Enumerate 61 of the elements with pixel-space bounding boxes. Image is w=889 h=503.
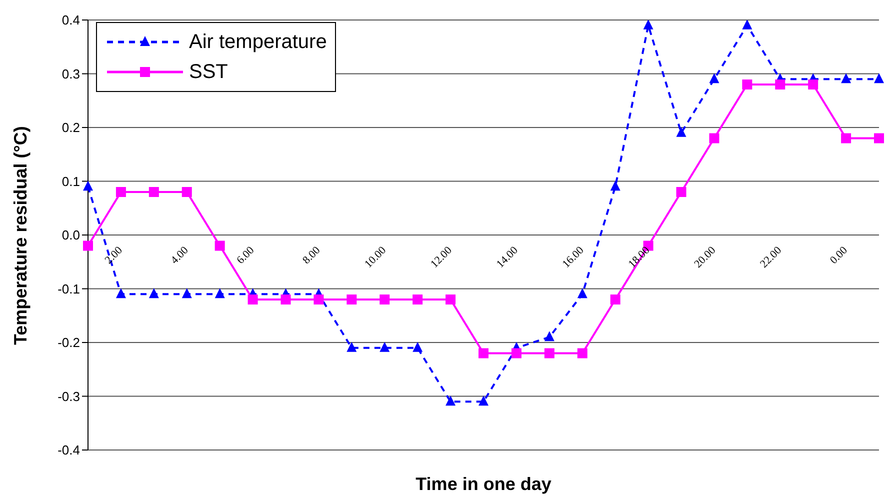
point [742, 20, 752, 30]
y-tick-label: 0.0 [62, 228, 80, 243]
point [676, 126, 686, 137]
point [775, 80, 786, 90]
y-axis-title: Temperature residual (°C) [10, 126, 30, 345]
point [412, 294, 423, 304]
legend-label: SST [189, 60, 228, 84]
point [182, 187, 192, 197]
point [676, 187, 686, 197]
point [841, 133, 852, 144]
point [709, 133, 720, 144]
point [808, 80, 818, 90]
point [280, 294, 291, 304]
point [874, 73, 884, 84]
y-tick-label: -0.3 [58, 388, 80, 404]
point [874, 133, 884, 144]
point [214, 240, 225, 251]
point [346, 342, 357, 352]
point [446, 396, 456, 406]
x-axis-title: Time in one day [416, 474, 552, 494]
x-tick-label: 2.00 [102, 244, 126, 267]
point [248, 294, 258, 304]
point [380, 342, 390, 352]
point [544, 331, 554, 342]
point [610, 294, 620, 304]
point [577, 348, 588, 358]
point [742, 80, 752, 90]
point [841, 73, 852, 84]
y-tick-label: 0.1 [62, 174, 80, 189]
point [610, 180, 620, 191]
y-tick-label: 0.4 [62, 12, 80, 28]
point [83, 240, 93, 251]
x-tick-label: 0.00 [828, 244, 850, 267]
point [709, 73, 720, 84]
point [116, 288, 126, 298]
point [478, 348, 488, 358]
point [148, 288, 159, 298]
y-tick-label: 0.2 [62, 120, 80, 136]
point [643, 20, 654, 30]
point [380, 294, 390, 304]
x-tick-label: 8.00 [300, 244, 323, 267]
y-tick-label: -0.4 [58, 442, 80, 458]
point [346, 294, 357, 304]
point [182, 288, 192, 298]
point [148, 187, 159, 197]
point [446, 294, 456, 304]
point [83, 180, 93, 191]
point [116, 187, 126, 197]
x-tick-label: 4.00 [168, 244, 192, 267]
point [478, 396, 488, 406]
x-tick-label: 6.00 [234, 244, 258, 267]
point [214, 288, 225, 298]
legend-label: Air temperature [189, 30, 327, 54]
point [314, 294, 324, 304]
y-tick-label: 0.3 [62, 66, 80, 82]
y-tick-label: -0.1 [58, 281, 80, 296]
point [544, 348, 554, 358]
y-tick-label: -0.2 [58, 335, 80, 350]
point [577, 288, 588, 298]
point [511, 348, 522, 358]
point [412, 342, 423, 352]
